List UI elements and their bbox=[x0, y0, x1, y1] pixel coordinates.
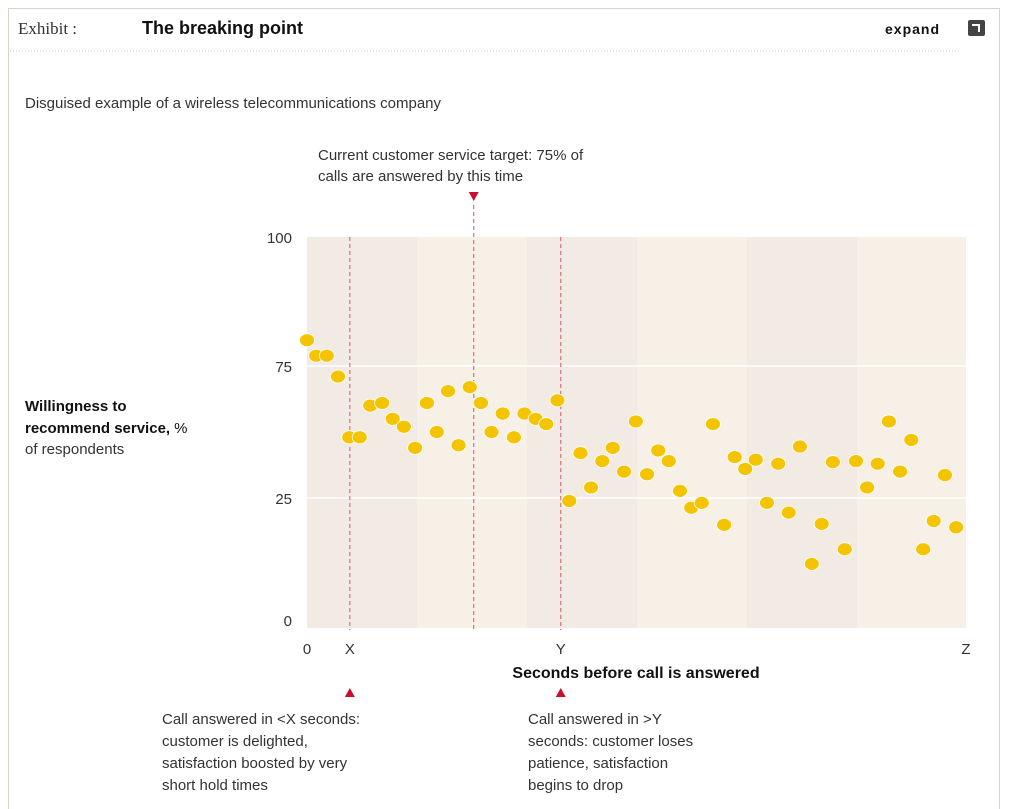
data-point bbox=[419, 396, 435, 410]
expand-icon[interactable] bbox=[968, 20, 985, 36]
data-point bbox=[705, 417, 721, 431]
data-point bbox=[803, 556, 820, 571]
data-point bbox=[892, 464, 908, 479]
data-point bbox=[616, 464, 632, 479]
target-triangle-icon bbox=[468, 192, 479, 201]
data-point bbox=[650, 443, 667, 458]
data-point bbox=[561, 494, 578, 508]
data-point bbox=[461, 380, 478, 395]
data-point bbox=[770, 456, 787, 471]
y-tick-label: 75 bbox=[275, 359, 292, 376]
x-tick-label: X bbox=[345, 641, 355, 658]
data-point bbox=[859, 480, 876, 495]
data-point bbox=[506, 430, 522, 445]
data-point bbox=[351, 430, 368, 445]
data-point bbox=[639, 467, 655, 482]
chart-subtitle: Disguised example of a wireless telecomm… bbox=[25, 95, 442, 112]
data-point bbox=[428, 425, 445, 439]
exhibit-title: The breaking point bbox=[142, 18, 303, 38]
plot-band bbox=[637, 237, 747, 628]
data-point bbox=[925, 514, 942, 528]
data-point bbox=[792, 439, 808, 454]
x-marker-triangle-icon bbox=[344, 688, 355, 697]
target-annotation: Current customer service target: 75% of … bbox=[318, 147, 587, 185]
data-point bbox=[693, 495, 710, 510]
data-point bbox=[937, 468, 953, 482]
data-point bbox=[780, 505, 797, 520]
data-point bbox=[583, 480, 599, 495]
y-tick-label: 100 bbox=[267, 230, 292, 247]
data-point bbox=[915, 542, 932, 557]
data-point bbox=[869, 456, 886, 471]
data-point bbox=[716, 517, 733, 532]
y-tick-label: 25 bbox=[275, 491, 292, 508]
data-point bbox=[672, 483, 688, 498]
expand-label[interactable]: expand bbox=[885, 21, 940, 37]
data-point bbox=[594, 454, 611, 468]
y-marker-annotation: Call answered in >Y seconds: customer lo… bbox=[528, 711, 697, 794]
data-point bbox=[813, 516, 830, 531]
y-axis-sublabel: of respondents bbox=[25, 441, 124, 458]
data-point bbox=[395, 419, 412, 434]
data-point bbox=[604, 440, 621, 455]
x-tick-label: Z bbox=[961, 641, 970, 658]
data-point bbox=[299, 333, 315, 348]
data-point bbox=[374, 396, 391, 410]
data-point bbox=[747, 452, 764, 467]
data-point bbox=[440, 384, 456, 398]
data-point bbox=[836, 542, 853, 557]
x-marker-annotation: Call answered in <X seconds: customer is… bbox=[162, 711, 364, 794]
plot-band bbox=[747, 237, 857, 628]
data-point bbox=[318, 348, 335, 363]
x-tick-label: Y bbox=[556, 641, 566, 658]
y-axis-label: Willingness to recommend service,% bbox=[25, 398, 187, 437]
data-point bbox=[880, 414, 897, 429]
exhibit-label: Exhibit : bbox=[18, 19, 77, 38]
data-point bbox=[483, 425, 500, 439]
data-point bbox=[948, 520, 965, 535]
plot-band bbox=[857, 237, 966, 628]
exhibit-frame bbox=[8, 8, 1000, 809]
data-point bbox=[330, 369, 346, 384]
data-point bbox=[572, 446, 589, 461]
data-point bbox=[473, 396, 489, 410]
data-point bbox=[759, 495, 775, 510]
expand-button[interactable]: expand bbox=[885, 20, 985, 37]
y-tick-label: 0 bbox=[284, 613, 292, 630]
data-point bbox=[407, 440, 423, 455]
data-point bbox=[538, 417, 555, 431]
data-point bbox=[824, 455, 841, 469]
data-point bbox=[660, 454, 677, 468]
data-point bbox=[726, 450, 743, 464]
data-point bbox=[903, 433, 920, 447]
data-point bbox=[848, 454, 864, 468]
data-point bbox=[627, 414, 644, 429]
x-tick-label: 0 bbox=[303, 641, 311, 658]
data-point bbox=[494, 406, 511, 421]
data-point bbox=[384, 411, 401, 426]
data-point bbox=[549, 393, 566, 408]
data-point bbox=[450, 438, 467, 453]
data-point bbox=[737, 462, 754, 476]
plot-band bbox=[527, 237, 637, 628]
x-axis-title: Seconds before call is answered bbox=[512, 665, 759, 682]
y-marker-triangle-icon bbox=[555, 688, 566, 697]
